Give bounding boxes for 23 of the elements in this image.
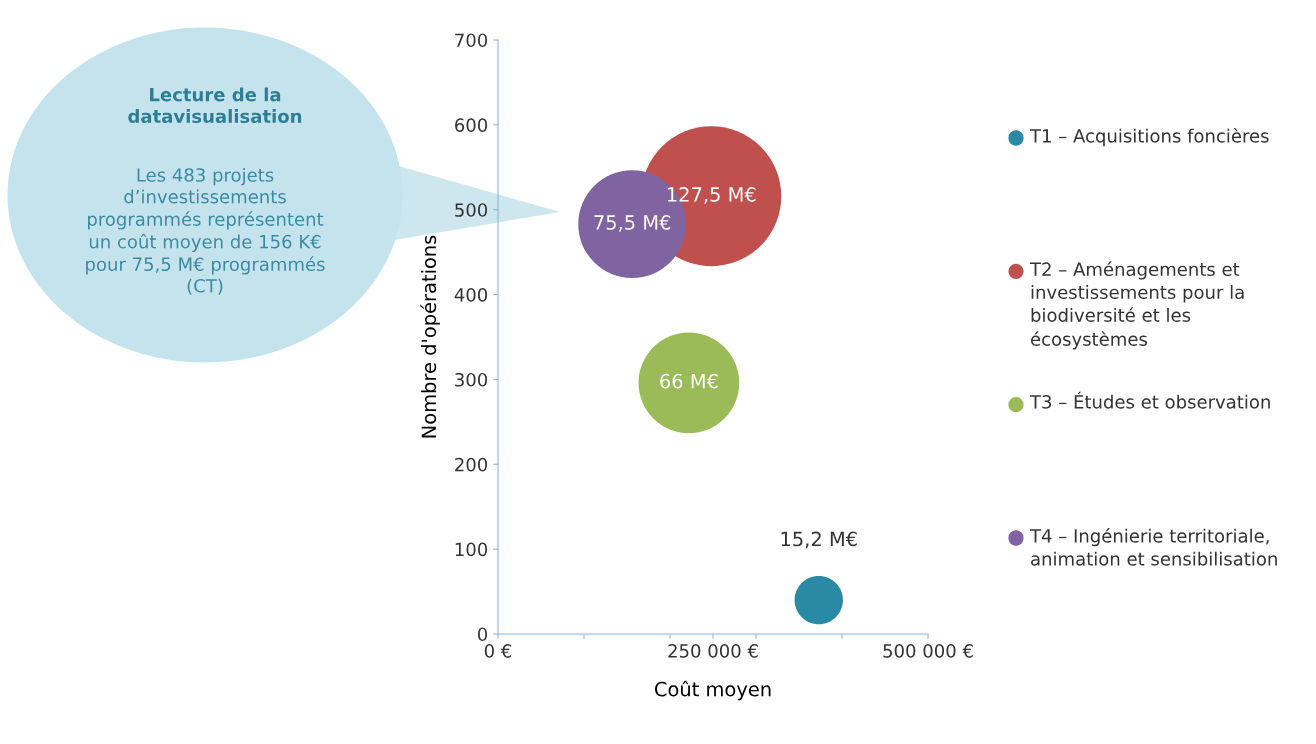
y-tick-label: 300	[455, 372, 488, 387]
data-label: 66 M€	[660, 373, 718, 389]
legend-label: T3 – Études et observation	[1029, 391, 1270, 409]
y-axis-title: Nombre d'opérations	[420, 235, 440, 438]
y-tick-label: 600	[455, 118, 488, 132]
y-tick-label: 700	[455, 33, 488, 48]
legend-label: T1 – Acquisitions foncières	[1029, 128, 1269, 147]
x-axis-title: Coût moyen	[654, 680, 771, 701]
text: Lecture de la datavisualisation	[128, 87, 302, 124]
y-tick-label: 500	[455, 203, 488, 217]
x-tick-label: 500 000 €	[883, 644, 973, 658]
data-label: 15,2 M€	[781, 531, 857, 549]
legend-label: T2 – Aménagements et investissements pour la biodiversité et les écosystèmes	[1029, 261, 1244, 350]
data-label: 127,5 M€	[667, 187, 756, 204]
text: Les 483 projets d’investissements programmés représentent un coût moyen de 156 K€ pour 75,5 M€ programmés (CT)	[86, 167, 325, 295]
x-tick-label: 250 000 €	[668, 644, 758, 658]
y-tick-label: 200	[455, 457, 488, 472]
y-tick-label: 0	[477, 627, 488, 642]
y-tick-label: 400	[454, 288, 488, 302]
y-tick-label: 100	[455, 542, 488, 557]
data-label: 75,5 M€	[594, 215, 671, 232]
x-tick-label: 0 €	[484, 644, 512, 658]
legend-label: T4 – Ingénierie territoriale, animation et sensibilisation	[1029, 528, 1277, 566]
